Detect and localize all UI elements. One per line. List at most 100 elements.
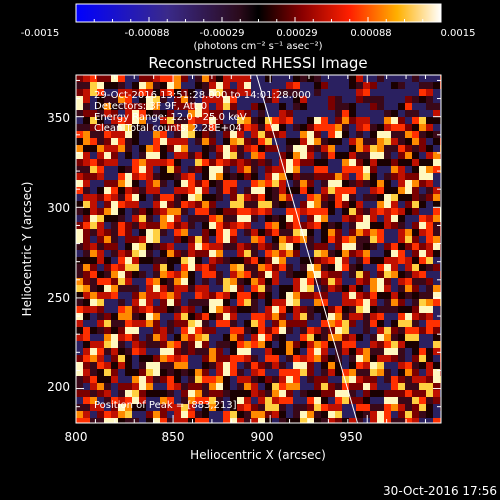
heatmap-cell — [272, 250, 280, 258]
heatmap-cell — [272, 404, 280, 412]
heatmap-cell — [412, 313, 420, 321]
heatmap-cell — [412, 201, 420, 209]
heatmap-cell — [230, 138, 238, 146]
heatmap-cell — [349, 145, 357, 153]
heatmap-cell — [237, 166, 245, 174]
heatmap-cell — [97, 243, 105, 251]
heatmap-cell — [426, 180, 434, 188]
heatmap-cell — [265, 131, 273, 139]
heatmap-cell — [139, 341, 147, 349]
heatmap-cell — [132, 264, 140, 272]
heatmap-cell — [202, 159, 210, 167]
heatmap-cell — [118, 404, 126, 412]
heatmap-cell — [251, 82, 259, 90]
heatmap-cell — [174, 299, 182, 307]
heatmap-cell — [391, 313, 399, 321]
heatmap-cell — [370, 278, 378, 286]
heatmap-cell — [237, 96, 245, 104]
heatmap-cell — [223, 89, 231, 97]
heatmap-cell — [118, 194, 126, 202]
heatmap-cell — [90, 82, 98, 90]
heatmap-cell — [258, 145, 266, 153]
heatmap-cell — [153, 376, 161, 384]
heatmap-cell — [230, 327, 238, 335]
heatmap-cell — [433, 194, 441, 202]
colorbar-tick-label-1: -0.00088 — [125, 28, 170, 39]
heatmap-cell — [216, 327, 224, 335]
heatmap-cell — [356, 75, 364, 83]
heatmap-cell — [258, 271, 266, 279]
heatmap-cell — [160, 166, 168, 174]
heatmap-cell — [356, 243, 364, 251]
heatmap-cell — [118, 285, 126, 293]
heatmap-cell — [146, 110, 154, 118]
heatmap-cell — [370, 369, 378, 377]
heatmap-cell — [321, 131, 329, 139]
heatmap-cell — [223, 222, 231, 230]
heatmap-cell — [188, 201, 196, 209]
heatmap-cell — [258, 173, 266, 181]
heatmap-cell — [363, 271, 371, 279]
heatmap-cell — [328, 334, 336, 342]
heatmap-cell — [251, 124, 259, 132]
heatmap-cell — [125, 215, 133, 223]
heatmap-cell — [174, 418, 182, 423]
heatmap-cell — [293, 348, 301, 356]
heatmap-cell — [363, 369, 371, 377]
heatmap-cell — [370, 264, 378, 272]
heatmap-cell — [335, 75, 343, 83]
heatmap-cell — [335, 236, 343, 244]
heatmap-cell — [251, 117, 259, 125]
heatmap-cell — [195, 201, 203, 209]
heatmap-cell — [139, 138, 147, 146]
heatmap-cell — [244, 173, 252, 181]
heatmap-cell — [342, 390, 350, 398]
heatmap-cell — [251, 201, 259, 209]
heatmap-cell — [223, 117, 231, 125]
heatmap-cell — [286, 124, 294, 132]
heatmap-cell — [391, 173, 399, 181]
heatmap-cell — [370, 131, 378, 139]
heatmap-cell — [202, 320, 210, 328]
heatmap-cell — [174, 229, 182, 237]
heatmap-cell — [132, 292, 140, 300]
heatmap-cell — [314, 397, 322, 405]
heatmap-cell — [237, 110, 245, 118]
heatmap-cell — [83, 390, 91, 398]
heatmap-cell — [223, 404, 231, 412]
heatmap-cell — [132, 250, 140, 258]
heatmap-cell — [139, 194, 147, 202]
heatmap-cell — [195, 187, 203, 195]
heatmap-cell — [76, 173, 84, 181]
heatmap-cell — [398, 404, 406, 412]
heatmap-cell — [174, 306, 182, 314]
heatmap-cell — [391, 404, 399, 412]
heatmap-cell — [174, 166, 182, 174]
heatmap-cell — [433, 355, 441, 363]
heatmap-cell — [279, 138, 287, 146]
heatmap-cell — [265, 89, 273, 97]
heatmap-cell — [146, 194, 154, 202]
heatmap-cell — [174, 194, 182, 202]
heatmap-cell — [83, 243, 91, 251]
heatmap-cell — [356, 264, 364, 272]
heatmap-cell — [181, 110, 189, 118]
heatmap-cell — [335, 243, 343, 251]
heatmap-cell — [307, 411, 315, 419]
heatmap-cell — [335, 327, 343, 335]
heatmap-cell — [118, 334, 126, 342]
heatmap-cell — [216, 159, 224, 167]
heatmap-cell — [181, 180, 189, 188]
heatmap-cell — [321, 383, 329, 391]
heatmap-cell — [153, 313, 161, 321]
heatmap-cell — [90, 418, 98, 423]
heatmap-cell — [426, 131, 434, 139]
heatmap-cell — [356, 145, 364, 153]
heatmap-cell — [293, 292, 301, 300]
heatmap-cell — [265, 397, 273, 405]
heatmap-cell — [111, 320, 119, 328]
heatmap-cell — [356, 159, 364, 167]
heatmap-cell — [160, 222, 168, 230]
heatmap-cell — [223, 320, 231, 328]
heatmap-cell — [83, 145, 91, 153]
